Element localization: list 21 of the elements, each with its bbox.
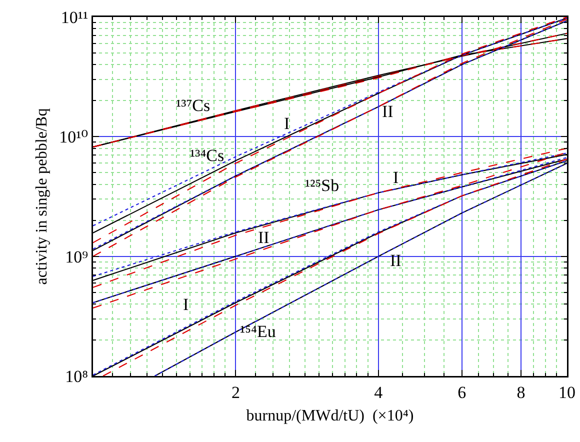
annotation: II: [258, 228, 270, 247]
annotation: II: [382, 102, 394, 121]
y-tick-label: 10⁸: [65, 366, 88, 386]
annotation: ¹²⁵Sb: [305, 176, 340, 195]
y-axis-title: activity in single pebble/Bq: [33, 108, 50, 285]
x-tick-label: 4: [374, 382, 384, 402]
x-tick-label: 8: [516, 382, 526, 402]
annotation: I: [183, 295, 189, 314]
annotation: I: [393, 168, 399, 187]
annotation: I: [284, 114, 290, 133]
annotation: ¹³⁷Cs: [176, 96, 210, 115]
x-tick-label: 6: [458, 382, 466, 402]
x-axis-title: burnup/(MWd/tU) (×10⁴): [246, 407, 414, 424]
y-tick-label: 10¹⁰: [59, 128, 88, 147]
annotation: ¹⁵⁴Eu: [240, 322, 276, 341]
annotation: II: [390, 251, 402, 270]
x-tick-label: 10: [558, 382, 576, 402]
x-tick-label: 2: [231, 382, 240, 402]
y-tick-label: 10⁹: [65, 247, 88, 266]
annotation: ¹³⁴Cs: [190, 146, 224, 165]
y-tick-label: 10¹¹: [60, 8, 88, 27]
